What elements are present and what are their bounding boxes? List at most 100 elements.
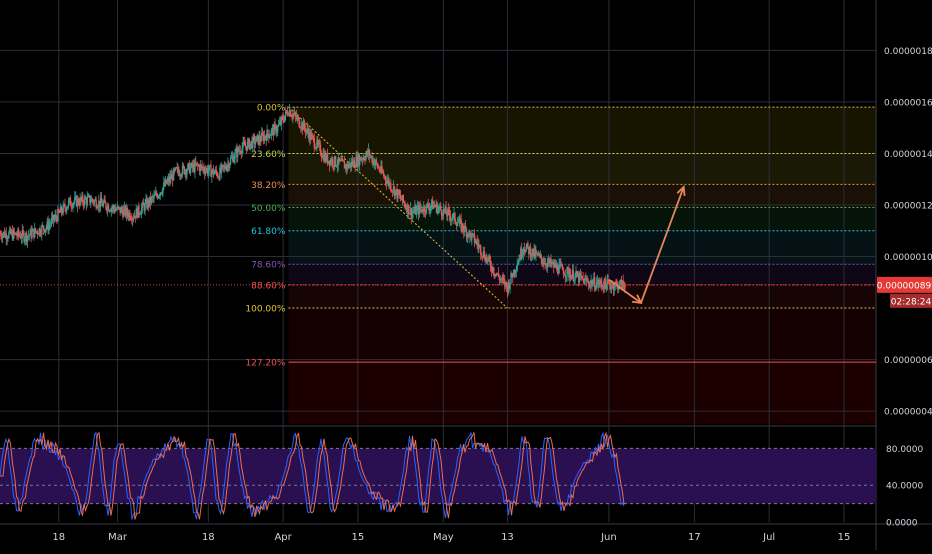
candle-body xyxy=(188,163,191,174)
candle-body xyxy=(147,199,150,206)
candle-body xyxy=(167,177,169,181)
candle-body xyxy=(26,236,29,242)
candle-body xyxy=(368,149,371,157)
candle-body xyxy=(265,137,267,141)
candle-body xyxy=(583,278,585,285)
candle-body xyxy=(274,124,276,126)
candle-body xyxy=(127,214,129,218)
fib-zone xyxy=(288,184,876,208)
candle-body xyxy=(60,206,63,213)
candle-body xyxy=(58,211,61,213)
candle-body xyxy=(461,223,463,230)
candle-body xyxy=(386,181,388,184)
candle-body xyxy=(446,213,448,217)
candle-body xyxy=(436,203,438,214)
candle-body xyxy=(559,263,561,265)
candle-body xyxy=(247,139,250,142)
candle-body xyxy=(413,211,415,213)
candle-body xyxy=(242,141,244,148)
candle-body xyxy=(261,133,264,135)
candle-body xyxy=(545,265,548,267)
candle-body xyxy=(83,197,86,206)
candle-body xyxy=(131,217,134,221)
candle-body xyxy=(24,239,26,242)
candle-body xyxy=(485,256,487,262)
candle-body xyxy=(290,116,292,117)
candle-body xyxy=(376,163,379,168)
candle-body xyxy=(137,205,139,218)
candle-body xyxy=(236,147,239,158)
candle-body xyxy=(367,149,370,155)
candle-body xyxy=(322,153,324,158)
candle-body xyxy=(581,275,583,279)
candle-body xyxy=(97,207,99,208)
candle-body xyxy=(369,156,372,157)
candle-body xyxy=(459,218,461,220)
fib-zone xyxy=(288,207,876,231)
time-axis-label: May xyxy=(433,532,454,543)
candle-body xyxy=(281,116,283,118)
candle-body xyxy=(578,272,581,283)
candle-body xyxy=(344,164,347,169)
candle-body xyxy=(30,229,32,238)
candle-body xyxy=(283,120,285,122)
oscillator-axis-label: 0.0000 xyxy=(886,519,918,529)
candle-body xyxy=(305,130,307,133)
candle-body xyxy=(382,171,384,173)
time-axis-label: 15 xyxy=(838,532,851,543)
candle-body xyxy=(166,180,169,184)
candle-body xyxy=(505,282,508,286)
candle-body xyxy=(232,156,234,163)
candle-body xyxy=(375,160,378,164)
candle-body xyxy=(502,277,504,279)
candle-body xyxy=(241,147,243,154)
candle-body xyxy=(230,157,233,159)
candle-body xyxy=(307,128,309,134)
candle-body xyxy=(387,179,389,182)
candle-body xyxy=(119,207,121,213)
candle-body xyxy=(312,135,315,138)
candle-body xyxy=(318,143,321,145)
candle-body xyxy=(270,129,273,135)
candle-body xyxy=(560,263,562,266)
candle-body xyxy=(123,206,126,210)
candle-body xyxy=(75,196,78,207)
candle-body xyxy=(61,212,64,214)
candle-body xyxy=(519,258,521,260)
candle-body xyxy=(334,156,337,166)
candle-body xyxy=(462,223,464,230)
candle-body xyxy=(609,282,611,287)
fib-level-label: 0.00% xyxy=(257,104,286,114)
candle-body xyxy=(143,205,145,211)
candle-body xyxy=(373,159,375,166)
candle-body xyxy=(164,179,167,186)
candle-body xyxy=(337,157,339,166)
fib-zone xyxy=(288,230,876,265)
candle-body xyxy=(140,207,143,214)
candle-body xyxy=(313,137,315,148)
candle-body xyxy=(454,212,456,222)
candle-body xyxy=(157,195,160,199)
candle-body xyxy=(285,110,287,116)
candle-body xyxy=(455,221,457,224)
candle-body xyxy=(393,186,396,196)
candle-body xyxy=(602,286,605,290)
candle-body xyxy=(525,246,527,252)
candle-body xyxy=(460,219,462,230)
candle-body xyxy=(577,274,580,283)
candle-body xyxy=(391,190,393,192)
candle-body xyxy=(235,149,237,152)
candle-body xyxy=(447,208,450,211)
candle-body xyxy=(233,158,235,163)
candle-body xyxy=(317,140,319,145)
candle-body xyxy=(237,147,240,151)
candle-body xyxy=(309,131,311,140)
candle-body xyxy=(181,165,184,175)
candle-body xyxy=(221,164,224,166)
candle-body xyxy=(33,229,35,238)
candle-body xyxy=(34,228,36,238)
candle-body xyxy=(27,235,30,237)
candle-body xyxy=(435,203,437,208)
candle-body xyxy=(374,160,377,164)
candle-body xyxy=(398,190,400,195)
